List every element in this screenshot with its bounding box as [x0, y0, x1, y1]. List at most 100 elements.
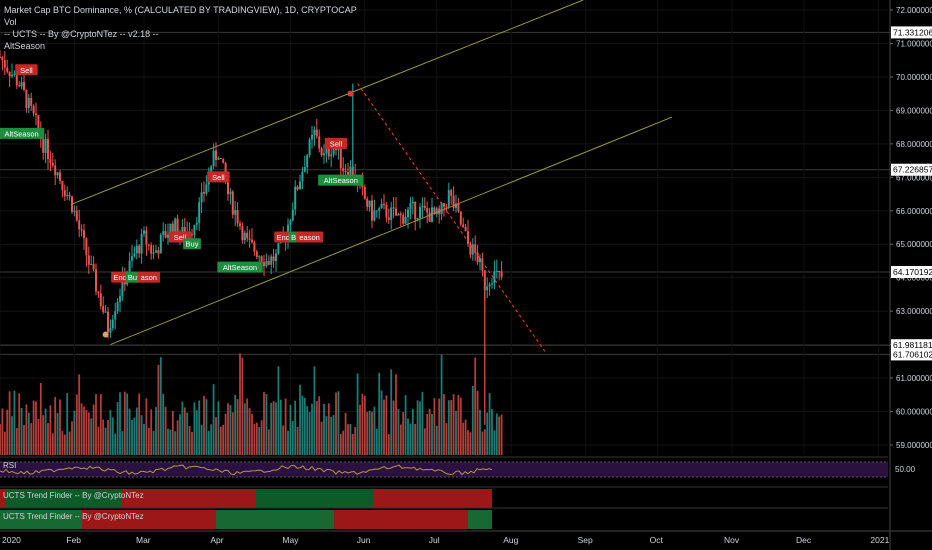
trend-cell [436, 510, 438, 529]
price-tick-label: 71.00000000 [896, 39, 932, 48]
signal-badge [318, 174, 364, 186]
trend-cell [204, 510, 206, 529]
candle-body [385, 204, 388, 218]
volume-bar [20, 407, 23, 455]
volume-bar [337, 391, 340, 455]
volume-bar [123, 391, 126, 455]
candle-body [164, 231, 167, 238]
volume-bar [450, 400, 453, 455]
price-tick-label: 72.00000000 [896, 6, 932, 15]
volume-bar [66, 393, 69, 455]
trend-cell [196, 510, 198, 529]
trend-cell [78, 489, 80, 508]
trend-cell [278, 510, 280, 529]
trend-cell [70, 489, 72, 508]
candle-body [83, 230, 85, 239]
trend-cell [328, 489, 330, 508]
volume-bar [107, 420, 109, 455]
candle-body [479, 258, 481, 263]
trend-cell [98, 489, 100, 508]
candle-body [102, 306, 105, 312]
candle-body [32, 105, 35, 114]
price-tag-label: 61.98118195 [893, 340, 932, 350]
volume-bar [83, 406, 85, 455]
candle-body [421, 205, 424, 208]
price-tick-label: 64.00000000 [896, 274, 932, 283]
trend-cell [380, 489, 382, 508]
volume-bar [162, 393, 165, 455]
time-axis[interactable]: 2020 Feb Mar Apr May Jun Jul Aug Sep Oct Nov Dec 202… [0, 530, 932, 545]
volume-bar [483, 429, 486, 455]
rsi-line [0, 464, 493, 476]
trend-cell [38, 510, 40, 529]
trend-cell [52, 510, 54, 529]
trend-cell [458, 489, 460, 508]
volume-bar [397, 409, 400, 455]
trend-cell [420, 510, 422, 529]
trend-cell [414, 489, 416, 508]
trend-cell [72, 489, 74, 508]
trend-cell [106, 489, 108, 508]
trend-cell [14, 510, 16, 529]
volume-bar [299, 384, 301, 455]
candle-body [428, 212, 431, 222]
candle-body [325, 147, 328, 154]
candle-body [248, 238, 251, 240]
candle-body [119, 296, 121, 302]
time-tick-label: May [282, 535, 299, 545]
volume-bar [447, 400, 450, 455]
volume-bar [378, 372, 381, 455]
trend-cell [390, 489, 392, 508]
trend-cell [164, 489, 166, 508]
candle-body [157, 250, 160, 254]
volume-bars [0, 353, 503, 455]
trend-cell [12, 489, 14, 508]
volume-bar [85, 410, 88, 455]
price-axis[interactable]: 72.00000000 71.00000000 70.00000000 69.0000… [889, 0, 932, 550]
candle-body [426, 207, 429, 213]
trend-cell [36, 489, 38, 508]
trend-cell [156, 489, 158, 508]
candle-body [495, 270, 498, 272]
candle-body [200, 192, 203, 203]
candle-body [251, 239, 253, 243]
candle-body [195, 222, 198, 225]
trend-cell [190, 510, 192, 529]
price-tag-label: 67.22685741 [893, 165, 932, 175]
trend-cell [228, 489, 230, 508]
volume-bar [42, 415, 45, 455]
trend-cell [160, 489, 162, 508]
candle-body [267, 260, 270, 265]
trend-cell [324, 510, 326, 529]
candle-body [397, 213, 400, 216]
trend-cell [194, 489, 196, 508]
trend-cell [20, 510, 22, 529]
volume-bar [119, 392, 121, 455]
volume-bar [32, 400, 35, 455]
volume-bar [243, 403, 246, 455]
volume-bar [443, 394, 445, 455]
candle-body [373, 210, 376, 221]
volume-bar [332, 414, 335, 455]
volume-bar [205, 399, 208, 455]
trend-cell [128, 510, 130, 529]
trend-cell [218, 489, 220, 508]
trend-cell [202, 489, 204, 508]
trend-cell [266, 489, 268, 508]
signal-label: AltSeason [324, 176, 358, 185]
candle-body [270, 256, 273, 265]
trend-cell [304, 489, 306, 508]
volume-bar [99, 394, 102, 455]
trend-cell [260, 510, 262, 529]
signal-badge [183, 238, 201, 250]
trend-cell [248, 510, 250, 529]
candle-body [500, 271, 503, 277]
volume-bar [236, 399, 239, 455]
trend-cell [2, 510, 4, 529]
trend-cell [138, 510, 140, 529]
trend-cell [354, 510, 356, 529]
signal-label: eason [299, 233, 319, 242]
price-tag-box [891, 163, 932, 176]
trend-cell [42, 510, 44, 529]
